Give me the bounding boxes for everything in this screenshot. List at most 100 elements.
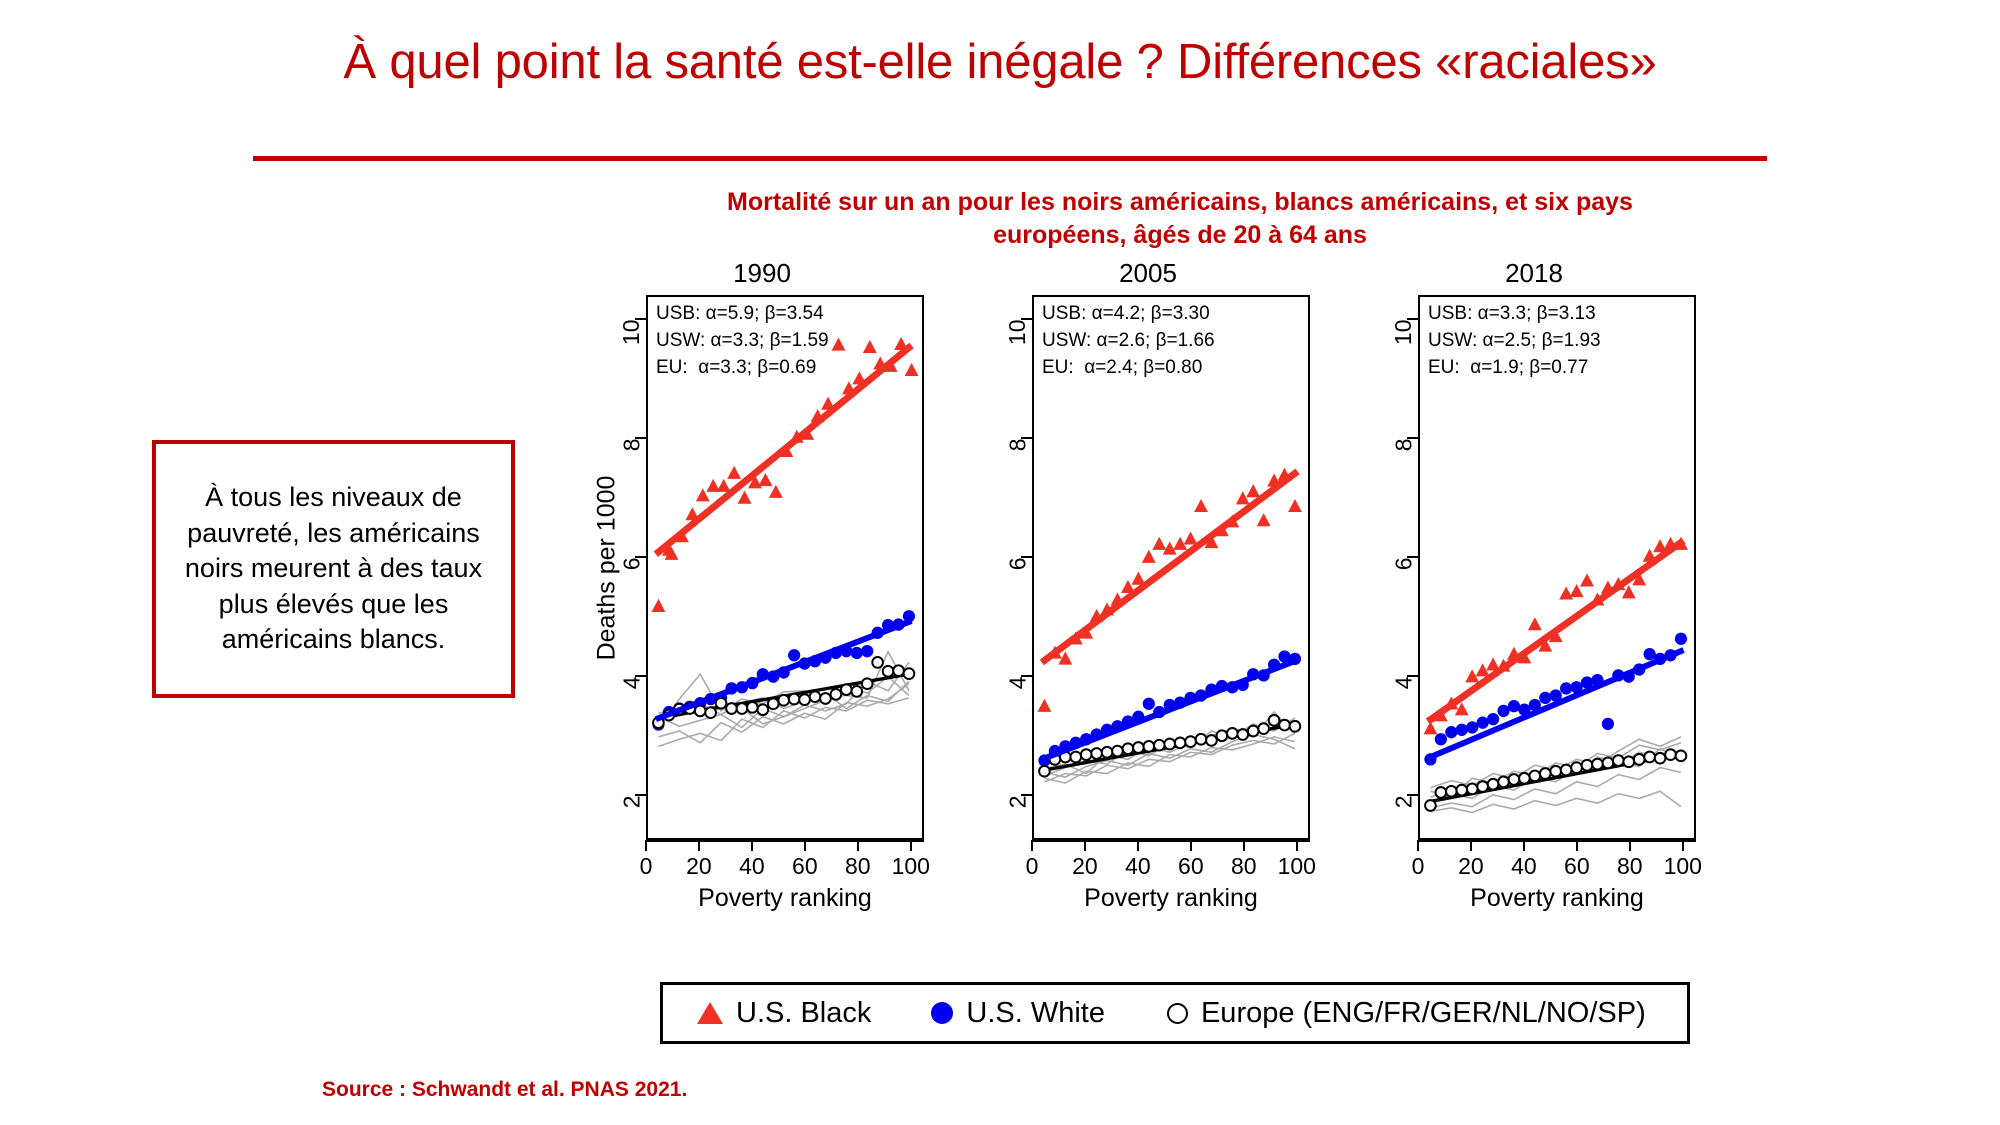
x-axis-label: Poverty ranking (1470, 884, 1644, 912)
plot-area-2018: USB: α=3.3; β=3.13 USW: α=2.5; β=1.93 EU: … (1418, 295, 1696, 840)
triangle-up-icon (697, 1002, 723, 1024)
source-note: Source : Schwandt et al. PNAS 2021. (322, 1078, 688, 1101)
y-tick-label: 10 (1004, 319, 1031, 345)
x-tick-label: 60 (1178, 853, 1204, 879)
data-point-europe (871, 656, 884, 669)
x-tick-mark (1242, 840, 1245, 851)
plot-area-2005: USB: α=4.2; β=3.30 USW: α=2.6; β=1.66 EU: … (1032, 295, 1310, 840)
page-title: À quel point la santé est-elle inégale ?… (343, 35, 1657, 89)
x-tick-mark (909, 840, 912, 851)
data-point-europe (1236, 728, 1250, 741)
x-axis: 0 20 40 60 80 100 Poverty ranking (1026, 840, 1316, 912)
data-point-us-black (727, 465, 742, 479)
legend-item-us-white: U.S. White (931, 997, 1105, 1030)
x-tick-mark (1083, 840, 1086, 851)
data-point-us-white (1466, 721, 1479, 734)
data-point-us-white (1476, 716, 1489, 729)
data-point-europe (860, 677, 874, 691)
x-tick-label: 40 (739, 853, 765, 879)
data-point-us-black (1527, 617, 1542, 631)
chart-panel-2018: 2018 2 4 6 8 10 USB: α=3.3; β=3.13 USW: α=2.5; … (1372, 258, 1702, 928)
data-point-europe (1246, 724, 1260, 738)
x-tick-mark (1628, 840, 1631, 851)
figure-subtitle-line-1: Mortalité sur un an pour les noirs améri… (727, 188, 1633, 216)
data-point-europe (819, 692, 832, 705)
y-tick-label: 4 (1390, 676, 1417, 690)
y-tick-mark (635, 675, 646, 678)
data-point-europe (1580, 758, 1594, 772)
country-trend-line (658, 697, 910, 748)
plot-svg (1423, 536, 1688, 814)
x-tick-mark (803, 840, 806, 851)
data-point-us-black (758, 472, 773, 487)
data-point-europe (829, 687, 843, 701)
x-tick-label: 80 (1617, 853, 1643, 879)
data-point-us-black (1653, 539, 1668, 553)
annotation-line: EU: α=2.4; β=0.80 (1042, 356, 1203, 378)
y-axis: 2 4 6 8 10 (986, 295, 1032, 840)
data-point-us-white (861, 645, 874, 658)
data-point-us-white (1455, 723, 1468, 736)
data-point-europe (1205, 734, 1218, 747)
data-point-europe (1434, 786, 1448, 799)
country-trend-line (658, 675, 910, 729)
x-axis: 0 20 40 60 80 100 Poverty ranking (1412, 840, 1702, 912)
us-white-fit-line (654, 618, 913, 722)
annotation-line: USW: α=2.5; β=1.93 (1428, 329, 1601, 351)
plot-area-1990: USB: α=5.9; β=3.54 USW: α=3.3; β=1.59 EU: … (646, 295, 924, 840)
data-point-europe (1643, 750, 1656, 764)
us-white-fit-line (1426, 647, 1685, 761)
x-tick-mark (1469, 840, 1472, 851)
x-tick-label: 0 (1025, 853, 1039, 879)
data-point-europe (892, 664, 905, 678)
y-tick-label: 2 (1004, 795, 1031, 809)
data-point-europe (777, 693, 791, 707)
chart-panel-1990: 1990 Deaths per 1000 2 4 6 8 10 USB: α=5.9; β=3… (593, 258, 930, 928)
plot-svg (651, 336, 919, 748)
data-point-us-black (1037, 698, 1052, 712)
data-point-europe (1215, 729, 1229, 743)
y-tick-label: 4 (618, 676, 645, 690)
data-point-europe (756, 703, 770, 717)
x-tick-mark (1522, 840, 1525, 851)
x-tick-label: 40 (1125, 853, 1151, 879)
y-tick-label: 6 (618, 557, 645, 571)
panel-annotation-2018: USB: α=3.3; β=3.13 USW: α=2.5; β=1.93 EU: … (1428, 301, 1601, 382)
data-point-us-black (904, 362, 919, 377)
y-tick-label: 8 (1390, 438, 1417, 452)
callout-text: À tous les niveaux de pauvreté, les amér… (184, 481, 483, 655)
data-point-europe (1622, 755, 1636, 769)
data-point-us-black (748, 475, 762, 489)
data-point-us-black (1569, 584, 1584, 598)
figure-subtitle-line-2: européens, âgés de 20 à 64 ans (993, 221, 1367, 249)
legend-item-us-black: U.S. Black (697, 997, 871, 1030)
y-tick-label: 2 (1390, 795, 1417, 809)
data-point-europe (1507, 773, 1521, 786)
x-tick-label: 40 (1511, 853, 1537, 879)
chart-figure: 1990 Deaths per 1000 2 4 6 8 10 USB: α=5.9; β=3… (593, 258, 1780, 928)
data-point-us-black (1580, 573, 1594, 587)
title-divider (253, 156, 1767, 161)
y-tick-mark (1021, 317, 1032, 320)
data-point-us-white (850, 646, 863, 660)
y-tick-mark (1407, 317, 1418, 320)
data-point-us-white (1278, 650, 1291, 663)
data-point-europe (798, 693, 811, 706)
data-point-us-black (1194, 498, 1208, 513)
data-point-us-white (1601, 717, 1614, 731)
data-point-europe (1674, 749, 1688, 763)
data-point-europe (714, 696, 728, 710)
data-point-europe (1424, 799, 1437, 812)
data-point-us-black (1246, 484, 1261, 498)
x-tick-mark (1189, 840, 1192, 851)
x-axis-label: Poverty ranking (698, 884, 872, 912)
panel-title-2005: 2005 (1119, 258, 1177, 288)
data-point-europe (1142, 740, 1156, 753)
data-point-europe (850, 685, 864, 698)
data-point-europe (1559, 763, 1573, 777)
data-point-us-white (788, 649, 801, 662)
country-trend-line (1430, 749, 1682, 803)
data-point-europe (1257, 722, 1270, 735)
data-point-us-white (1142, 697, 1155, 710)
data-point-us-black (1548, 629, 1563, 643)
